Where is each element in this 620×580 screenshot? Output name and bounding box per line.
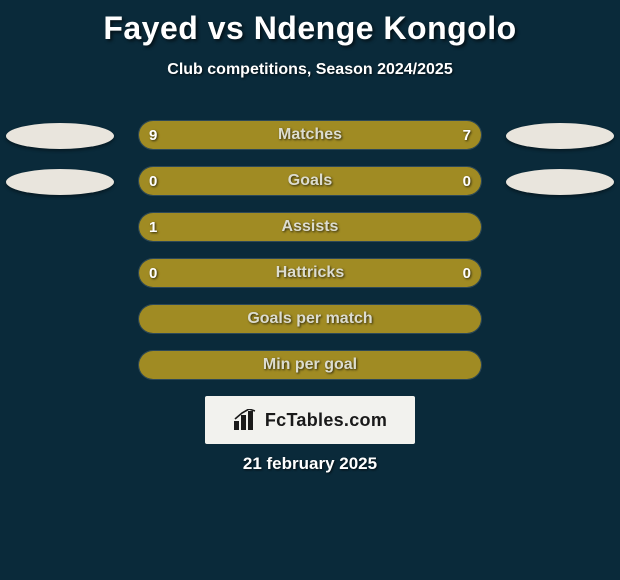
stat-row: Goals per match — [0, 304, 620, 350]
stats-rows: 97Matches 00Goals 1Assists 00Hattricks Goals… — [0, 120, 620, 396]
brand-logo: FcTables.com — [205, 396, 415, 444]
stat-label: Matches — [139, 121, 481, 149]
stat-bar: 1Assists — [138, 212, 482, 242]
stat-label: Min per goal — [139, 351, 481, 379]
player-right-avatar-placeholder — [506, 123, 614, 149]
stat-bar: Goals per match — [138, 304, 482, 334]
stat-row: 1Assists — [0, 212, 620, 258]
brand-text: FcTables.com — [265, 410, 387, 431]
stat-row: 00Hattricks — [0, 258, 620, 304]
page-subtitle: Club competitions, Season 2024/2025 — [0, 61, 620, 79]
page-title: Fayed vs Ndenge Kongolo — [0, 0, 620, 47]
stat-row: 00Goals — [0, 166, 620, 212]
stat-label: Hattricks — [139, 259, 481, 287]
stat-row: 97Matches — [0, 120, 620, 166]
avatar-ellipse-icon — [6, 169, 114, 195]
avatar-ellipse-icon — [6, 123, 114, 149]
stat-label: Goals per match — [139, 305, 481, 333]
avatar-ellipse-icon — [506, 169, 614, 195]
comparison-infographic: Fayed vs Ndenge Kongolo Club competition… — [0, 0, 620, 580]
player-left-avatar-placeholder — [6, 123, 114, 149]
stat-bar: 97Matches — [138, 120, 482, 150]
chart-bars-icon — [233, 409, 259, 431]
stat-bar: Min per goal — [138, 350, 482, 380]
date-text: 21 february 2025 — [0, 454, 620, 474]
stat-label: Goals — [139, 167, 481, 195]
avatar-ellipse-icon — [506, 123, 614, 149]
stat-bar: 00Goals — [138, 166, 482, 196]
stat-bar: 00Hattricks — [138, 258, 482, 288]
stat-row: Min per goal — [0, 350, 620, 396]
player-right-avatar-placeholder — [506, 169, 614, 195]
player-left-avatar-placeholder — [6, 169, 114, 195]
stat-label: Assists — [139, 213, 481, 241]
